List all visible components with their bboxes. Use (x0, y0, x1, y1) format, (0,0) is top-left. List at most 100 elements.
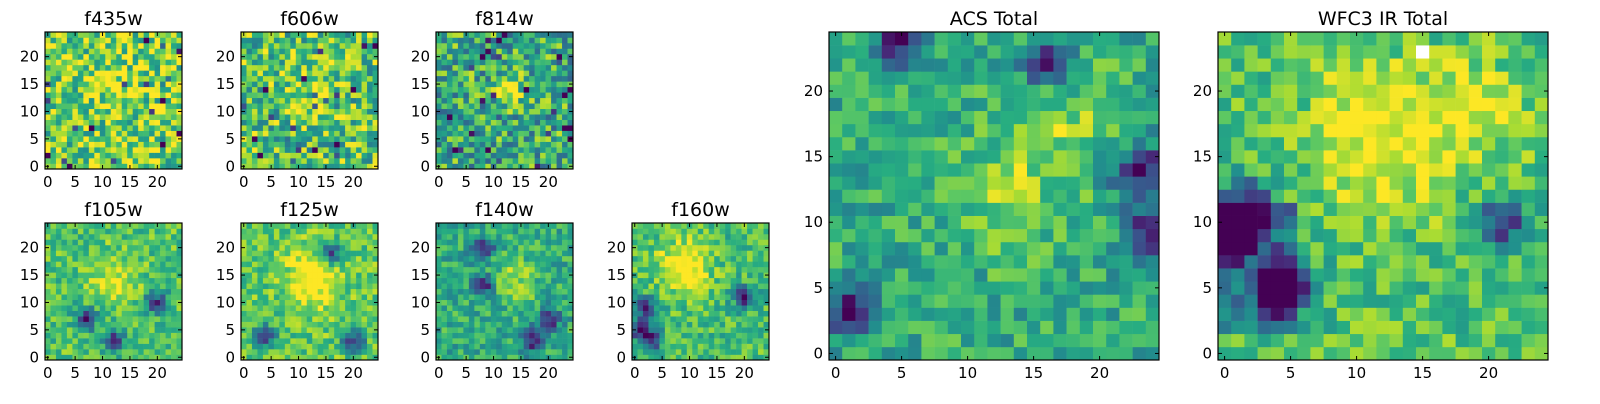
heatmap-cell (307, 338, 313, 344)
heatmap-cell (632, 289, 638, 295)
heatmap-cell (279, 267, 285, 273)
heatmap-cell (138, 267, 144, 273)
heatmap-cell (268, 322, 274, 328)
heatmap-cell (301, 344, 307, 350)
heatmap-cell (116, 327, 122, 333)
heatmap-cell (356, 349, 362, 355)
heatmap-cell (166, 32, 172, 38)
heatmap-cell (318, 261, 324, 267)
heatmap-cell (144, 48, 150, 54)
heatmap-cell (100, 300, 106, 306)
heatmap-cell (89, 48, 95, 54)
heatmap-cell (458, 65, 464, 71)
heatmap-cell (1027, 163, 1041, 176)
heatmap-cell (155, 322, 161, 328)
heatmap-cell (632, 228, 638, 234)
y-tick-label: 15 (411, 75, 430, 93)
heatmap-cell (367, 234, 373, 240)
heatmap-cell (144, 333, 150, 339)
panel-title: f160w (671, 199, 730, 221)
heatmap-cell (535, 338, 541, 344)
heatmap-cell (285, 305, 291, 311)
heatmap-cell (474, 344, 480, 350)
heatmap-cell (351, 333, 357, 339)
heatmap-cell (742, 267, 748, 273)
heatmap-cell (257, 136, 263, 142)
heatmap-cell (367, 294, 373, 300)
heatmap-cell (307, 76, 313, 82)
heatmap-cell (160, 87, 166, 93)
heatmap-cell (133, 70, 139, 76)
heatmap-cell (56, 147, 62, 153)
heatmap-cell (83, 65, 89, 71)
heatmap-cell (529, 283, 535, 289)
heatmap-cell (714, 234, 720, 240)
heatmap-cell (441, 59, 447, 65)
heatmap-cell (160, 70, 166, 76)
heatmap-cell (279, 103, 285, 109)
heatmap-cell (513, 300, 519, 306)
heatmap-cell (45, 76, 51, 82)
heatmap-cell (491, 327, 497, 333)
heatmap-cell (469, 267, 475, 273)
heatmap-cell (1067, 242, 1081, 255)
heatmap-cell (83, 338, 89, 344)
heatmap-cell (1106, 321, 1120, 334)
heatmap-cell (362, 250, 368, 256)
heatmap-cell (83, 272, 89, 278)
heatmap-cell (83, 250, 89, 256)
heatmap-cell (155, 37, 161, 43)
heatmap-cell (535, 272, 541, 278)
heatmap-cell (659, 311, 665, 317)
heatmap-cell (45, 267, 51, 273)
heatmap-cell (731, 305, 737, 311)
heatmap-cell (72, 70, 78, 76)
heatmap-cell (122, 311, 128, 317)
heatmap-cell (105, 59, 111, 65)
heatmap-cell (654, 261, 660, 267)
heatmap-cell (356, 43, 362, 49)
heatmap-cell (144, 109, 150, 115)
heatmap-cell (441, 87, 447, 93)
heatmap-cell (296, 239, 302, 245)
heatmap-cell (551, 153, 557, 159)
heatmap-cell (480, 267, 486, 273)
heatmap-cell (122, 142, 128, 148)
heatmap-cell (895, 255, 909, 268)
heatmap-cell (469, 283, 475, 289)
heatmap-cell (480, 223, 486, 229)
heatmap-cell (334, 289, 340, 295)
heatmap-cell (474, 283, 480, 289)
heatmap-cell (329, 283, 335, 289)
heatmap-cell (166, 125, 172, 131)
heatmap-cell (882, 216, 896, 229)
heatmap-cell (105, 153, 111, 159)
heatmap-cell (469, 256, 475, 262)
heatmap-cell (709, 278, 715, 284)
heatmap-cell (643, 344, 649, 350)
heatmap-cell (263, 158, 269, 164)
heatmap-cell (1040, 229, 1054, 242)
heatmap-cell (111, 70, 117, 76)
heatmap-cell (340, 87, 346, 93)
heatmap-cell (246, 245, 252, 251)
heatmap-cell (714, 245, 720, 251)
heatmap-cell (246, 322, 252, 328)
heatmap-cell (149, 158, 155, 164)
heatmap-cell (687, 261, 693, 267)
heatmap-cell (747, 327, 753, 333)
heatmap-cell (855, 255, 869, 268)
heatmap-cell (116, 223, 122, 229)
heatmap-cell (469, 76, 475, 82)
heatmap-cell (105, 250, 111, 256)
heatmap-cell (447, 278, 453, 284)
heatmap-cell (345, 272, 351, 278)
heatmap-cell (469, 54, 475, 60)
heatmap-cell (334, 48, 340, 54)
heatmap-cell (83, 267, 89, 273)
heatmap-cell (557, 43, 563, 49)
heatmap-cell (166, 344, 172, 350)
heatmap-cell (127, 333, 133, 339)
heatmap-cell (290, 272, 296, 278)
